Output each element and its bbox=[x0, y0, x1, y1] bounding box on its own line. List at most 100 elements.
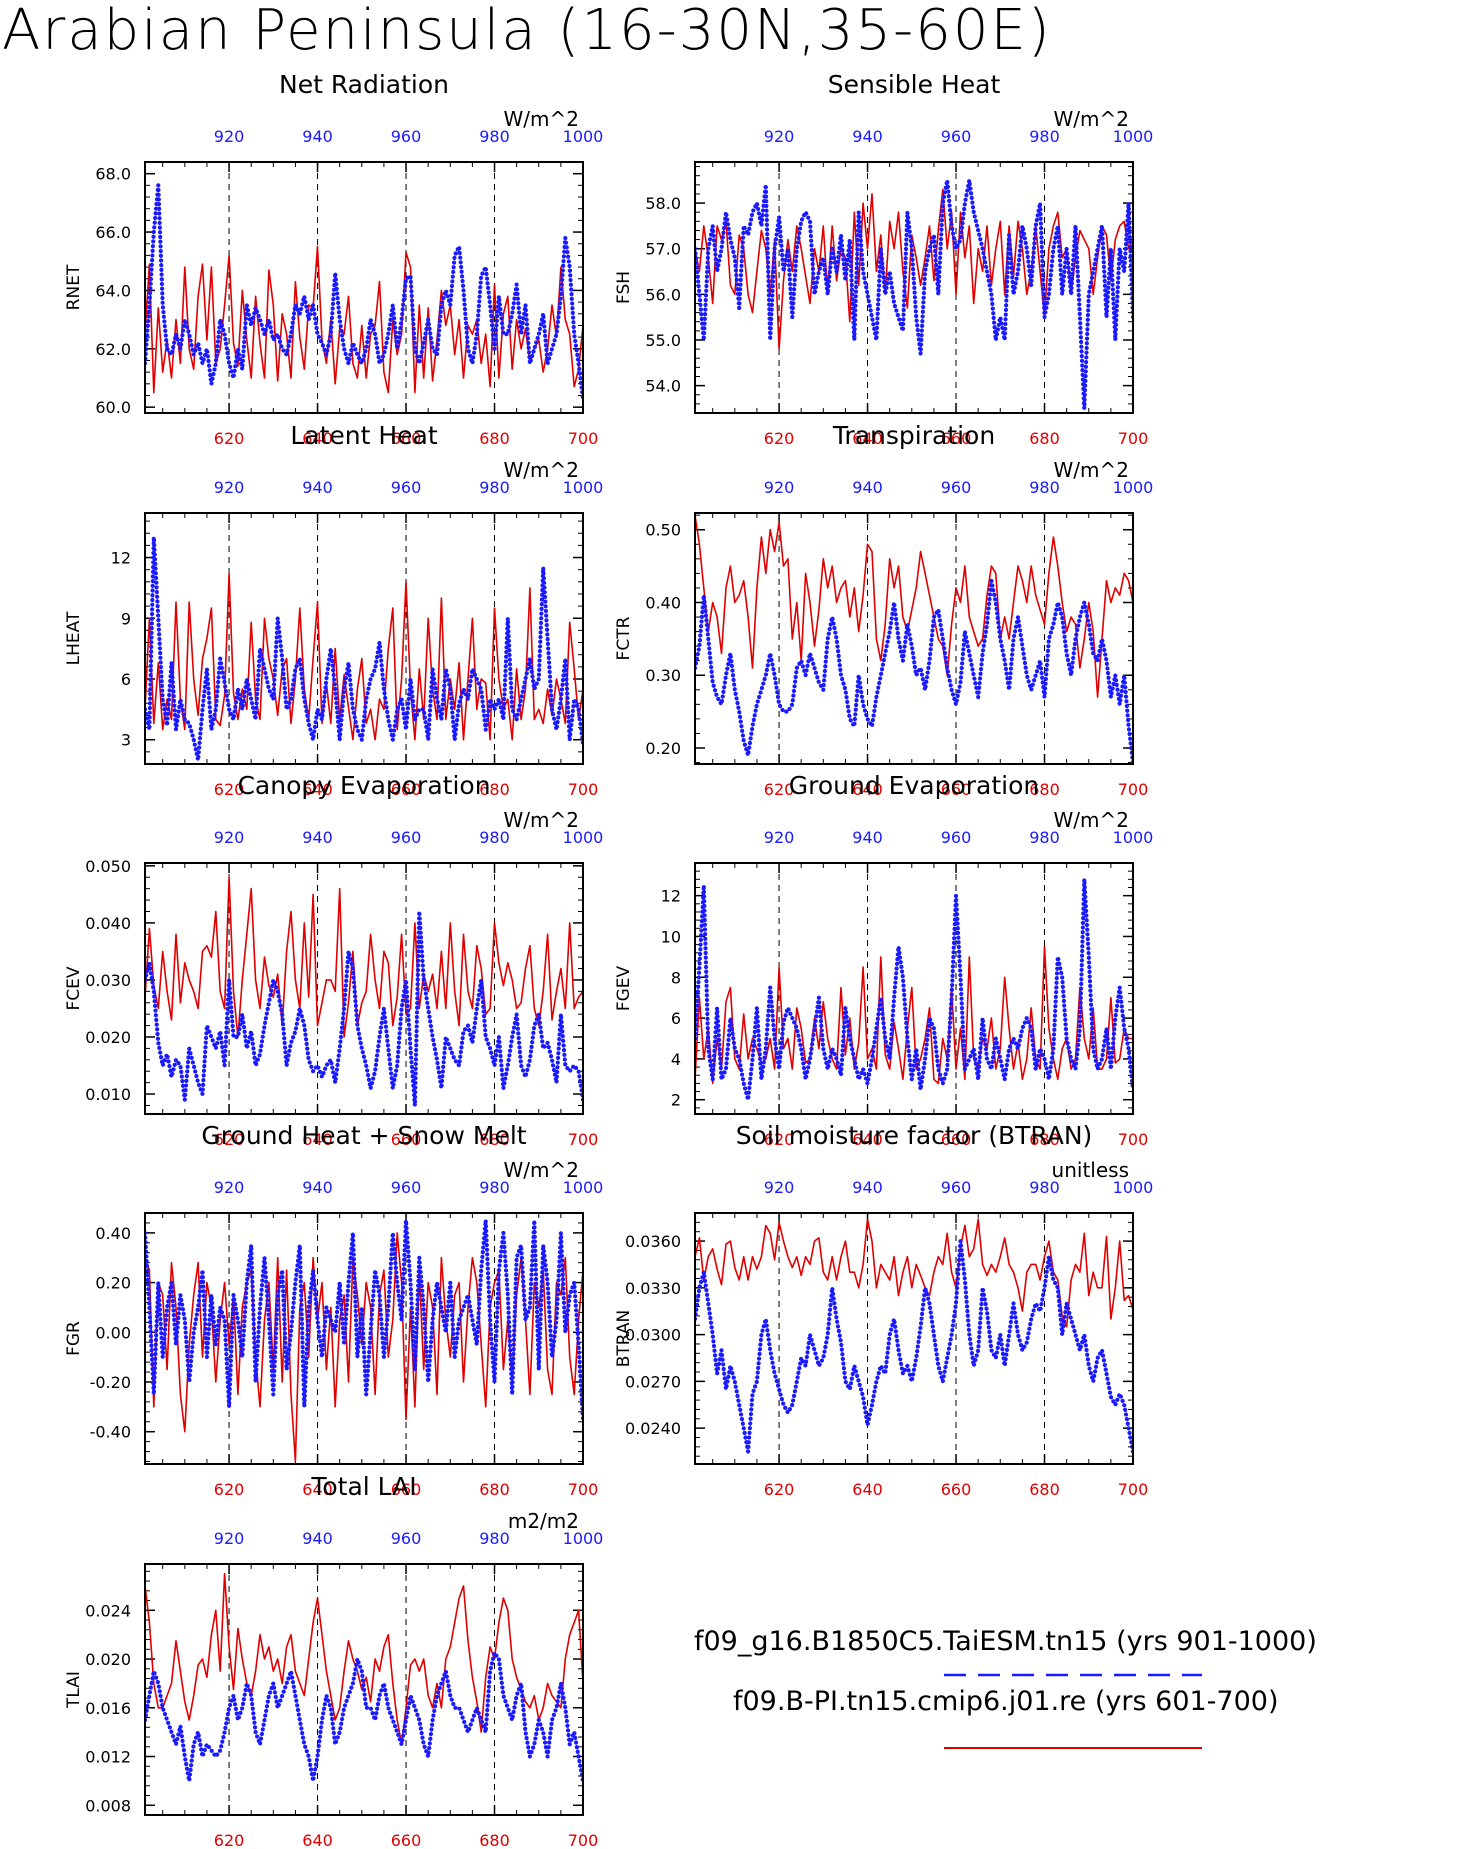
y-tick-label: 0.020 bbox=[85, 1650, 131, 1669]
plot-frame bbox=[144, 161, 584, 414]
x-tick-label-top: 920 bbox=[214, 828, 245, 847]
x-tick-label-bottom: 660 bbox=[391, 780, 422, 799]
x-tick-label-bottom: 660 bbox=[941, 780, 972, 799]
y-tick-label: 4 bbox=[671, 1050, 681, 1069]
x-tick-label-bottom: 640 bbox=[302, 429, 333, 448]
x-tick-label-bottom: 620 bbox=[214, 1130, 245, 1149]
x-tick-label-bottom: 640 bbox=[852, 1130, 883, 1149]
series-red-line bbox=[695, 515, 1133, 698]
plot-frame bbox=[694, 161, 1134, 414]
x-tick-label-top: 960 bbox=[941, 828, 972, 847]
x-tick-label-bottom: 700 bbox=[1118, 429, 1149, 448]
x-tick-label-bottom: 680 bbox=[1029, 1480, 1060, 1499]
panel-title: Ground Heat + Snow Melt bbox=[201, 1121, 526, 1150]
units-label: W/m^2 bbox=[1054, 107, 1129, 131]
x-tick-label-top: 960 bbox=[941, 1178, 972, 1197]
panel-fcev: Canopy Evaporation W/m^2 FCEV 620 640 660 680 7… bbox=[64, 771, 603, 1149]
x-tick-label-bottom: 640 bbox=[852, 1480, 883, 1499]
x-tick-label-bottom: 620 bbox=[764, 1480, 795, 1499]
units-label: W/m^2 bbox=[504, 808, 579, 832]
y-tick-label: 0.050 bbox=[85, 857, 131, 876]
x-tick-label-top: 920 bbox=[764, 127, 795, 146]
units-label: W/m^2 bbox=[504, 458, 579, 482]
y-tick-label: 6 bbox=[121, 670, 131, 689]
y-tick-label: 2 bbox=[671, 1091, 681, 1110]
y-tick-label: -0.20 bbox=[90, 1373, 131, 1392]
x-tick-label-bottom: 700 bbox=[1118, 1130, 1149, 1149]
x-tick-label-bottom: 660 bbox=[391, 1480, 422, 1499]
x-tick-label-top: 940 bbox=[302, 478, 333, 497]
legend-years-blue: (yrs 901-1000) bbox=[1116, 1626, 1317, 1657]
panel-rnet: Net Radiation W/m^2 RNET 620 640 660 680 700 920… bbox=[64, 70, 603, 448]
x-tick-label-top: 1000 bbox=[1113, 478, 1154, 497]
y-tick-label: 3 bbox=[121, 731, 131, 750]
panel-title: Ground Evaporation bbox=[789, 771, 1039, 800]
units-label: W/m^2 bbox=[1054, 458, 1129, 482]
y-tick-label: 0.40 bbox=[95, 1224, 131, 1243]
plot-frame bbox=[144, 1212, 584, 1465]
x-tick-label-bottom: 620 bbox=[764, 780, 795, 799]
x-tick-label-bottom: 660 bbox=[941, 1480, 972, 1499]
series-blue-line bbox=[695, 578, 1133, 764]
x-tick-label-top: 1000 bbox=[563, 127, 604, 146]
y-axis-label: TLAI bbox=[64, 1671, 84, 1709]
y-tick-label: 62.0 bbox=[95, 340, 131, 359]
x-tick-label-bottom: 680 bbox=[479, 780, 510, 799]
y-tick-label: 0.030 bbox=[85, 971, 131, 990]
x-tick-label-bottom: 640 bbox=[852, 780, 883, 799]
series-red-line bbox=[145, 876, 583, 1038]
x-tick-label-top: 1000 bbox=[563, 828, 604, 847]
x-tick-label-bottom: 640 bbox=[302, 1831, 333, 1849]
x-tick-label-top: 940 bbox=[302, 1529, 333, 1548]
x-tick-label-top: 1000 bbox=[1113, 127, 1154, 146]
y-tick-label: 0.50 bbox=[645, 521, 681, 540]
panel-fgev: Ground Evaporation W/m^2 FGEV 620 640 660 680 7… bbox=[614, 771, 1153, 1149]
panel-tlai: Total LAI m2/m2 TLAI 620 640 660 680 700 920 940 9… bbox=[64, 1472, 603, 1849]
series-red-line bbox=[695, 1218, 1133, 1328]
x-tick-label-bottom: 640 bbox=[302, 1480, 333, 1499]
legend-years-red: (yrs 601-700) bbox=[1094, 1686, 1279, 1717]
x-tick-label-top: 1000 bbox=[563, 1178, 604, 1197]
series-blue-line bbox=[695, 877, 1133, 1102]
y-tick-label: 0.00 bbox=[95, 1323, 131, 1342]
x-tick-label-bottom: 700 bbox=[568, 1831, 599, 1849]
series-red-line bbox=[145, 1572, 583, 1746]
x-tick-label-top: 960 bbox=[941, 478, 972, 497]
panel-title: Canopy Evaporation bbox=[237, 771, 490, 800]
panel-fgr: Ground Heat + Snow Melt W/m^2 FGR 620 640 660… bbox=[64, 1121, 603, 1499]
x-tick-label-bottom: 700 bbox=[568, 1130, 599, 1149]
y-tick-label: 64.0 bbox=[95, 281, 131, 300]
y-tick-label: 0.0300 bbox=[625, 1326, 681, 1345]
y-axis-label: FGEV bbox=[614, 965, 634, 1011]
panel-fsh: Sensible Heat W/m^2 FSH 620 640 660 680 700 920 9… bbox=[614, 70, 1153, 448]
x-tick-label-top: 940 bbox=[852, 1178, 883, 1197]
x-tick-label-bottom: 700 bbox=[568, 429, 599, 448]
units-label: m2/m2 bbox=[508, 1509, 579, 1533]
units-label: W/m^2 bbox=[504, 1158, 579, 1182]
x-tick-label-bottom: 700 bbox=[568, 1480, 599, 1499]
x-tick-label-top: 980 bbox=[479, 1529, 510, 1548]
x-tick-label-top: 920 bbox=[214, 478, 245, 497]
units-label: W/m^2 bbox=[1054, 808, 1129, 832]
y-tick-label: 0.016 bbox=[85, 1699, 131, 1718]
x-tick-label-top: 980 bbox=[479, 127, 510, 146]
y-tick-label: 0.0270 bbox=[625, 1372, 681, 1391]
y-tick-label: 0.0360 bbox=[625, 1232, 681, 1251]
plot-frame bbox=[694, 1212, 1134, 1465]
y-tick-label: 0.008 bbox=[85, 1796, 131, 1815]
legend-case-blue: f09_g16.B1850C5.TaiESM.tn15 bbox=[694, 1626, 1108, 1657]
x-tick-label-bottom: 680 bbox=[479, 1480, 510, 1499]
y-tick-label: 55.0 bbox=[645, 331, 681, 350]
y-tick-label: 68.0 bbox=[95, 165, 131, 184]
x-tick-label-bottom: 700 bbox=[1118, 780, 1149, 799]
y-axis-label: BTRAN bbox=[614, 1310, 634, 1368]
y-axis-label: LHEAT bbox=[64, 611, 84, 665]
series-blue-line bbox=[145, 535, 583, 763]
x-tick-label-bottom: 680 bbox=[1029, 429, 1060, 448]
x-tick-label-bottom: 680 bbox=[479, 429, 510, 448]
series-blue-line bbox=[695, 1238, 1133, 1454]
x-tick-label-bottom: 620 bbox=[214, 780, 245, 799]
y-tick-label: 0.0330 bbox=[625, 1279, 681, 1298]
y-tick-label: 0.010 bbox=[85, 1085, 131, 1104]
x-tick-label-top: 940 bbox=[302, 1178, 333, 1197]
